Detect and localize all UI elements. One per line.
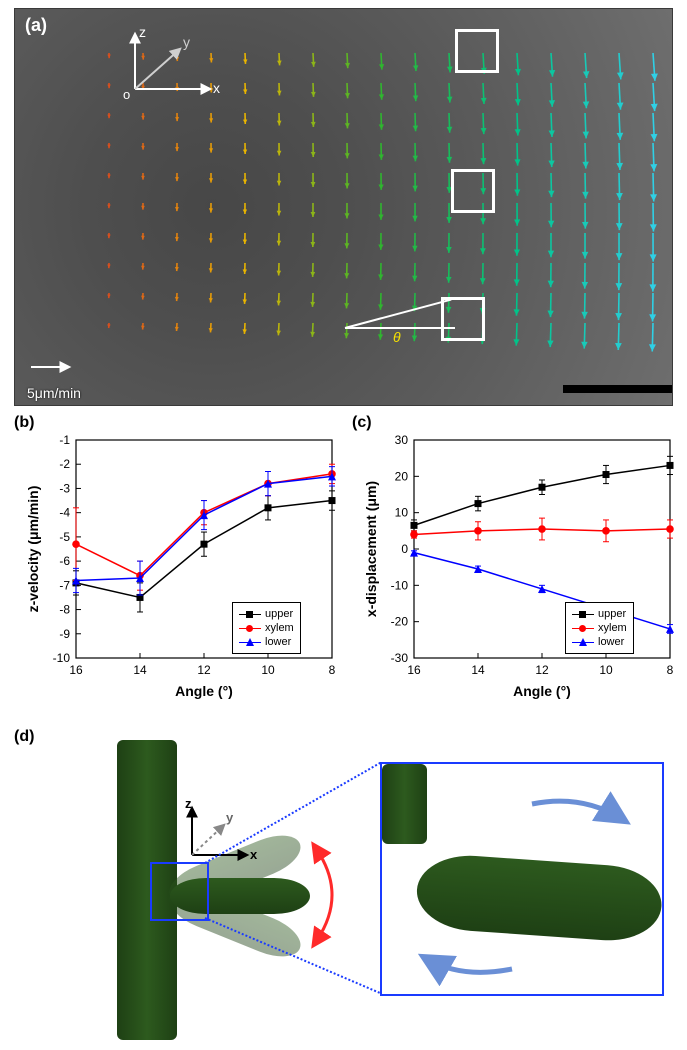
panel-d-label: (d) (14, 728, 34, 746)
svg-text:-30: -30 (391, 651, 409, 665)
svg-text:0: 0 (401, 542, 408, 556)
legend-item: upper (239, 607, 294, 621)
vector-field-overlay (15, 9, 673, 406)
coord-axes-a: z y x o (115, 29, 265, 119)
panel-c-label: (c) (352, 414, 372, 432)
svg-text:20: 20 (395, 469, 409, 483)
svg-text:-2: -2 (59, 457, 70, 471)
svg-text:-8: -8 (59, 603, 70, 617)
svg-text:Angle (°): Angle (°) (513, 683, 571, 699)
svg-text:Angle (°): Angle (°) (175, 683, 233, 699)
panel-b-legend: upperxylemlower (232, 602, 301, 654)
velocity-scale-text: 5μm/min (27, 385, 81, 401)
svg-text:-3: -3 (59, 481, 70, 495)
svg-text:-1: -1 (59, 433, 70, 447)
svg-text:-9: -9 (59, 627, 70, 641)
axis-x-text: x (213, 80, 220, 96)
svg-text:8: 8 (667, 663, 674, 677)
svg-text:10: 10 (261, 663, 275, 677)
axis-o-text: o (123, 87, 130, 102)
svg-text:x-displacement (μm): x-displacement (μm) (363, 481, 379, 617)
svg-text:14: 14 (133, 663, 147, 677)
axis-z-text: z (139, 24, 146, 40)
panel-a-label: (a) (25, 15, 47, 36)
roi-box (441, 297, 485, 341)
callout-source-box (150, 862, 209, 921)
red-bidir-arrow (302, 840, 362, 950)
svg-text:16: 16 (407, 663, 421, 677)
panel-c-legend: upperxylemlower (565, 602, 634, 654)
figure-root: (a) z y x o 5μm/min (0, 0, 687, 1050)
legend-item: lower (239, 635, 294, 649)
svg-text:14: 14 (471, 663, 485, 677)
scale-bar (563, 385, 673, 393)
legend-item: xylem (572, 621, 627, 635)
svg-text:8: 8 (329, 663, 336, 677)
svg-text:16: 16 (69, 663, 83, 677)
svg-text:-7: -7 (59, 578, 70, 592)
svg-text:30: 30 (395, 433, 409, 447)
callout-inset (380, 762, 664, 996)
axis-z-d: z (185, 796, 192, 811)
svg-text:12: 12 (197, 663, 211, 677)
svg-text:-20: -20 (391, 615, 409, 629)
axis-x-d: x (250, 847, 258, 862)
svg-text:-10: -10 (391, 578, 409, 592)
panel-d-schematic: z y x (22, 740, 667, 1040)
inset-arrows (382, 764, 662, 994)
panel-b-label: (b) (14, 414, 34, 432)
legend-item: upper (572, 607, 627, 621)
roi-box (455, 29, 499, 73)
svg-text:-4: -4 (59, 506, 70, 520)
legend-item: xylem (239, 621, 294, 635)
axis-y-d: y (226, 810, 234, 825)
panel-c-chart: 16 14 12 10 8 -30 -20 -10 0 10 20 30 Angle (°) x-disp… (360, 432, 680, 702)
panel-a-micrograph: (a) z y x o 5μm/min (14, 8, 673, 406)
velocity-scale-legend (27, 357, 147, 387)
panel-b-chart: 16 14 12 10 8 -10 -9 -8 -7 -6 -5 -4 -3 -2 -1 Angle (°) z… (22, 432, 342, 702)
svg-text:-10: -10 (53, 651, 71, 665)
svg-text:10: 10 (395, 506, 409, 520)
svg-text:z-velocity (μm/min): z-velocity (μm/min) (25, 486, 41, 613)
legend-item: lower (572, 635, 627, 649)
theta-label: θ (393, 329, 401, 345)
roi-box (451, 169, 495, 213)
svg-text:-5: -5 (59, 530, 70, 544)
svg-text:10: 10 (599, 663, 613, 677)
svg-text:12: 12 (535, 663, 549, 677)
svg-text:-6: -6 (59, 554, 70, 568)
axis-y-text: y (183, 34, 190, 50)
